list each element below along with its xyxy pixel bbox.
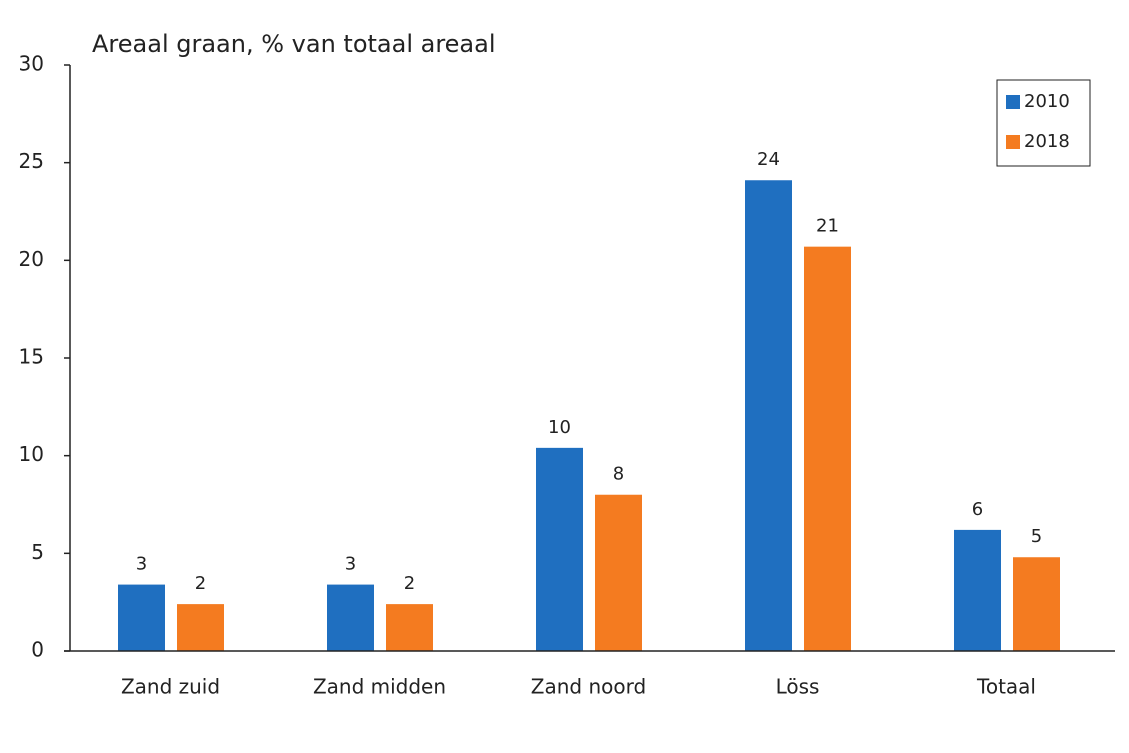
- value-label: 24: [757, 149, 780, 170]
- x-tick-label: Zand zuid: [121, 675, 220, 699]
- bar: [536, 447, 583, 651]
- bar: [118, 584, 165, 651]
- bar: [327, 584, 374, 651]
- value-label: 6: [972, 499, 983, 520]
- value-label: 2: [404, 573, 415, 594]
- value-label: 21: [816, 216, 839, 237]
- legend-swatch: [1006, 135, 1020, 149]
- x-tick-label: Totaal: [976, 675, 1036, 699]
- value-label: 5: [1031, 526, 1042, 547]
- bar: [177, 604, 224, 651]
- x-tick-label: Löss: [776, 675, 820, 699]
- x-tick-label: Zand noord: [531, 675, 646, 699]
- legend-box: [996, 79, 1091, 167]
- bar: [745, 180, 792, 651]
- bar: [386, 604, 433, 651]
- y-tick-label: 25: [19, 149, 44, 173]
- bar: [1013, 557, 1060, 651]
- y-tick-label: 15: [19, 345, 44, 369]
- bar: [954, 529, 1001, 651]
- value-label: 8: [613, 464, 624, 485]
- y-tick-label: 20: [19, 247, 44, 271]
- chart-title: Areaal graan, % van totaal areaal: [92, 30, 496, 58]
- x-tick-label: Zand midden: [313, 675, 446, 699]
- value-label: 3: [136, 554, 147, 575]
- value-label: 3: [345, 554, 356, 575]
- bar: [595, 494, 642, 651]
- y-tick-label: 10: [19, 442, 44, 466]
- legend-label: 2010: [1024, 91, 1070, 112]
- value-label: 2: [195, 573, 206, 594]
- y-tick-label: 5: [31, 540, 44, 564]
- value-label: 10: [548, 417, 571, 438]
- legend-label: 2018: [1024, 131, 1070, 152]
- bar: [804, 246, 851, 651]
- y-tick-label: 0: [31, 638, 44, 662]
- y-tick-label: 30: [19, 52, 44, 76]
- legend-swatch: [1006, 95, 1020, 109]
